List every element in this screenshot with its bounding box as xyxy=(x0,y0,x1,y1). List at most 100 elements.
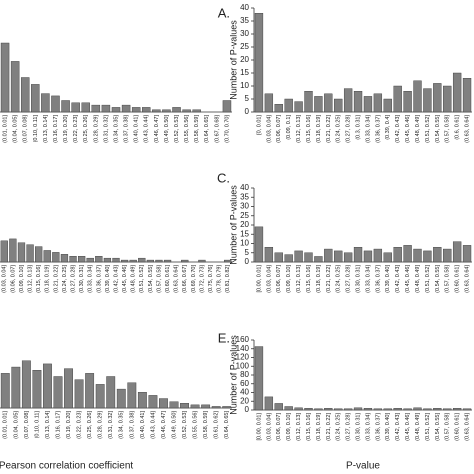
bar xyxy=(103,257,112,263)
bar xyxy=(60,254,69,263)
y-tick-label: 40 xyxy=(240,183,249,192)
bar xyxy=(254,12,264,113)
bar xyxy=(159,398,168,409)
x-tick-label: (0.60, 0.61] xyxy=(165,265,171,293)
bar xyxy=(413,80,422,113)
x-tick-label: (0.78, 0.79] xyxy=(217,265,223,293)
y-tick-label: 30 xyxy=(240,29,249,38)
bar xyxy=(198,259,206,263)
panel-label: C. xyxy=(217,170,230,185)
x-tick-label: (0.3, 0.31] xyxy=(355,115,361,140)
bar xyxy=(17,242,26,263)
x-tick-label: (0.31, 0.32] xyxy=(108,411,114,439)
y-tick-label: 0 xyxy=(245,107,250,116)
x-tick-label: (0.39, 0.40] xyxy=(385,265,391,293)
bar xyxy=(146,259,155,263)
x-tick-label: (0.19, 0.20] xyxy=(63,115,69,143)
x-tick-label: (0.72, 0.73] xyxy=(199,265,205,293)
x-tick-label: (0.45, 0.46] xyxy=(405,265,411,293)
bar xyxy=(393,408,402,411)
x-tick-label: (0.28, 0.29] xyxy=(98,411,104,439)
bar xyxy=(383,98,392,113)
bar xyxy=(334,98,343,113)
y-tick-label: 30 xyxy=(240,202,249,211)
x-tick-label: (0.15, 0.16] xyxy=(36,265,42,293)
y-tick-label: 5 xyxy=(245,94,250,103)
x-tick-label: (0.36, 0.37] xyxy=(96,265,102,293)
bar xyxy=(112,257,120,263)
x-tick-label: (0.37, 0.38] xyxy=(124,115,130,143)
bar xyxy=(383,252,392,263)
y-tick-label: 120 xyxy=(236,353,250,362)
y-tick-label: 40 xyxy=(240,3,249,12)
bar xyxy=(148,395,158,409)
x-tick-label: (0.03, 0.04] xyxy=(2,265,8,293)
bar xyxy=(0,373,10,409)
bar xyxy=(294,101,303,113)
x-tick-label: (0.01, 0.01] xyxy=(2,115,8,143)
bar xyxy=(274,252,283,263)
x-tick-label: (0.75, 0.76] xyxy=(208,265,214,293)
x-tick-label: (0.57, 0.58] xyxy=(445,115,451,143)
bar xyxy=(51,95,60,113)
x-tick-label: (0.49, 0.50] xyxy=(171,411,177,439)
x-tick-label: (0.06, 0.07] xyxy=(276,413,282,441)
y-tick-label: 0 xyxy=(245,405,250,414)
x-tick-label: (0.03, 0.04] xyxy=(266,413,272,441)
x-tick-label: (0.45, 0.46] xyxy=(122,265,128,293)
y-tick-label: 40 xyxy=(240,388,249,397)
x-tick-label: (0.28, 0.29] xyxy=(93,115,99,143)
x-tick-label: (0.33, 0.34] xyxy=(365,265,371,293)
x-tick-label: (0.40, 0.41] xyxy=(140,411,146,439)
x-tick-label: (0.54, 0.55] xyxy=(148,265,154,293)
bar xyxy=(116,388,126,409)
panel-label: A. xyxy=(218,5,230,20)
bar xyxy=(413,248,422,263)
x-tick-label: (0.51, 0.52] xyxy=(425,115,431,143)
bar xyxy=(155,259,163,263)
x-tick-label: (0.48, 0.49] xyxy=(131,265,137,293)
x-tick-label: (0.27, 0.28] xyxy=(70,265,76,293)
x-tick-label: (0.30, 0.31] xyxy=(79,265,85,293)
x-tick-label: (0.57, 0.58] xyxy=(445,413,451,441)
bar xyxy=(190,404,200,409)
x-tick-label: (0.07, 0.08] xyxy=(23,115,29,143)
x-tick-label: (0.30, 0.31] xyxy=(355,413,361,441)
x-tick-label: (0.51, 0.52] xyxy=(425,265,431,293)
x-tick-label: (0.09, 0.10] xyxy=(19,265,25,293)
bar xyxy=(10,61,20,113)
bar xyxy=(31,84,40,113)
x-tick-label: (0.42, 0.43] xyxy=(395,115,401,143)
bar xyxy=(95,256,103,263)
bar xyxy=(423,408,432,411)
x-tick-label: (0.64, 0.65] xyxy=(224,411,230,439)
bar xyxy=(462,77,472,113)
x-tick-label: (0.63, 0.64] xyxy=(464,265,470,293)
x-tick-label: (0.39, 0.40] xyxy=(105,265,111,293)
x-tick-label: (0.6, 0.61] xyxy=(455,115,461,140)
bar xyxy=(138,257,146,263)
x-tick-label: (0.09, 0.10] xyxy=(286,413,292,441)
bar xyxy=(95,384,105,409)
bar xyxy=(21,360,31,409)
bar xyxy=(452,241,462,263)
x-tick-label: (0.46, 0.47] xyxy=(154,115,160,143)
bar xyxy=(9,238,17,263)
y-tick-label: 25 xyxy=(240,211,249,220)
bar xyxy=(433,246,442,263)
bar xyxy=(142,107,151,113)
bar xyxy=(433,408,442,411)
x-tick-label: (0.40, 0.41] xyxy=(134,115,140,143)
x-tick-label: (0.57, 0.58] xyxy=(445,265,451,293)
bar xyxy=(172,107,181,113)
bar xyxy=(53,376,63,409)
bar xyxy=(443,248,452,263)
bar xyxy=(274,403,283,411)
bar xyxy=(393,246,402,263)
x-tick-label: (0.58, 0.59] xyxy=(194,115,200,143)
bar xyxy=(264,93,274,113)
bar xyxy=(324,93,333,113)
bar xyxy=(180,403,189,409)
x-tick-label: (0.16, 0.17] xyxy=(53,115,59,143)
bar xyxy=(393,85,402,113)
